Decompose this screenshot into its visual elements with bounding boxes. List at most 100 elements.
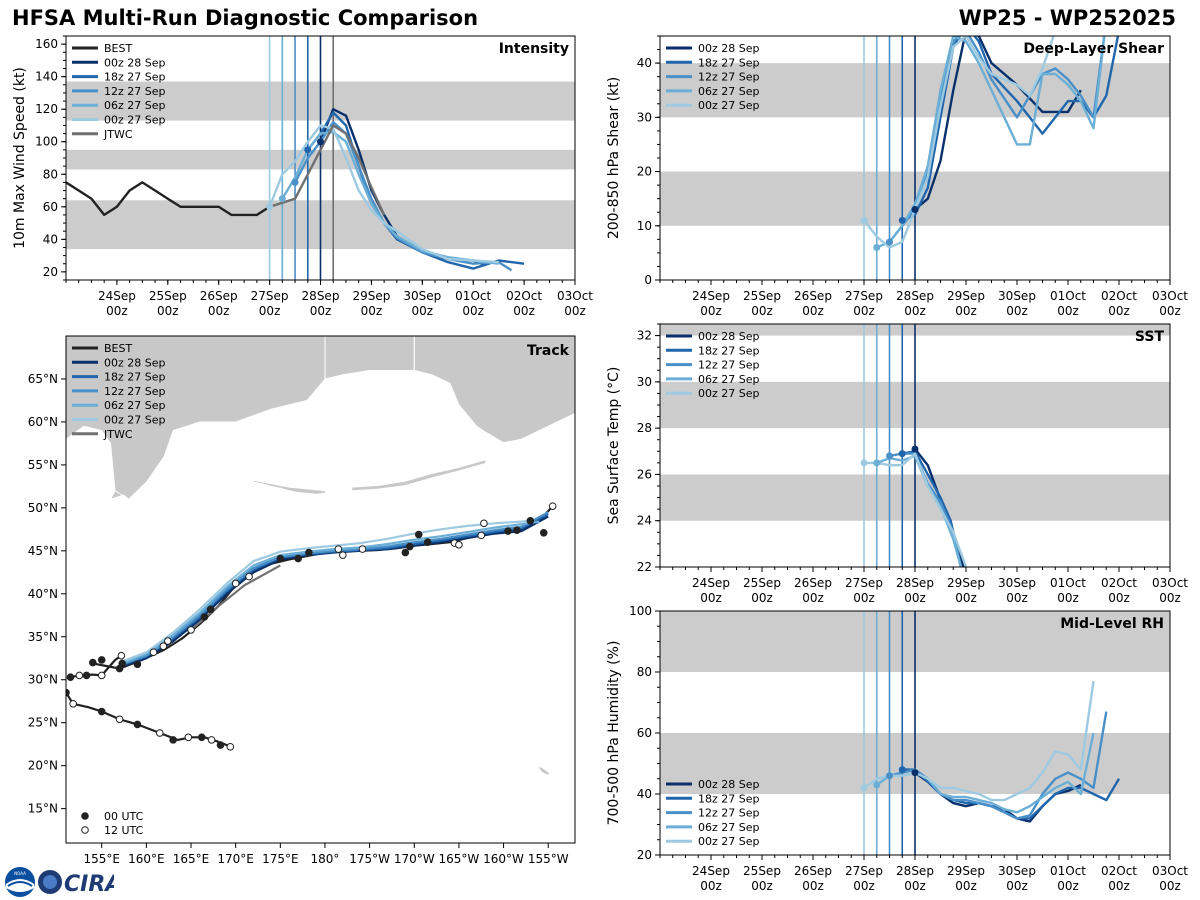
- agency-logos: NOAA CIRA: [5, 867, 114, 897]
- rh-panel-title: Mid-Level RH: [1060, 616, 1164, 632]
- shear-xtick-hour: 00z: [853, 304, 875, 318]
- track-point-00utc: [88, 658, 97, 667]
- track-frame: [65, 335, 576, 844]
- track-lon-label: 160°E: [128, 852, 165, 866]
- rh-xtick-date: 03Oct: [1152, 864, 1188, 878]
- sst-xtick-hour: 00z: [1006, 591, 1028, 605]
- track-legend-label: 06z 27 Sep: [104, 399, 166, 412]
- aleutian-islands-east: [351, 459, 487, 492]
- shear-legend-label: 18z 27 Sep: [698, 56, 760, 69]
- track-lon-label: 175°E: [262, 852, 299, 866]
- track-point-12utc: [339, 551, 347, 559]
- track-point-12utc: [455, 541, 463, 549]
- shear-panel-title: Deep-Layer Shear: [1023, 41, 1164, 57]
- track-point-12utc: [358, 545, 367, 553]
- sst-xtick-hour: 00z: [1159, 591, 1181, 605]
- track-lat-label: 25°N: [28, 716, 58, 730]
- track-point-00utc: [423, 538, 432, 547]
- track-line-00z-27-sep-7: [119, 519, 531, 664]
- shear-xtick-hour: 00z: [751, 304, 773, 318]
- track-point-00utc: [133, 660, 142, 669]
- cira-logo: CIRA: [38, 870, 114, 897]
- intensity-xtick-hour: 00z: [157, 304, 179, 318]
- alaska-landmass: [413, 336, 575, 444]
- shear-ytick-label: 40: [637, 56, 652, 70]
- utc-legend-marker-00: [81, 812, 89, 820]
- rh-xtick-date: 29Sep: [947, 864, 985, 878]
- sst-xtick-hour: 00z: [700, 591, 722, 605]
- sst-ytick-label: 32: [637, 329, 652, 343]
- sst-legend-label: 06z 27 Sep: [698, 373, 760, 386]
- sst-legend-label: 00z 28 Sep: [698, 330, 760, 343]
- rh-start-marker-00z-28-sep: [911, 769, 919, 777]
- intensity-xtick-date: 24Sep: [98, 289, 136, 303]
- track-point-00utc: [133, 720, 142, 729]
- track-lon-label: 160°W: [483, 852, 524, 866]
- intensity-xtick-date: 27Sep: [251, 289, 289, 303]
- rh-xtick-hour: 00z: [1108, 879, 1130, 893]
- figure-title: HFSA Multi-Run Diagnostic Comparison: [12, 6, 479, 30]
- shear-xtick-date: 30Sep: [998, 289, 1036, 303]
- sst-series-00z-27-sep: [864, 452, 968, 567]
- track-legend-label: 00z 27 Sep: [104, 414, 166, 427]
- track-map-area: [66, 336, 575, 843]
- shear-ytick-label: 20: [637, 165, 652, 179]
- intensity-xtick-hour: 00z: [462, 304, 484, 318]
- track-point-00utc: [216, 741, 225, 749]
- hawaii-island: [538, 764, 551, 776]
- track-point-00utc: [513, 526, 521, 535]
- sst-plot-area: [660, 324, 1170, 567]
- track-lat-label: 20°N: [28, 759, 58, 773]
- rh-ytick-label: 80: [637, 665, 652, 679]
- shear-xtick-hour: 00z: [955, 304, 977, 318]
- shear-legend-label: 00z 28 Sep: [698, 42, 760, 55]
- intensity-ytick-label: 100: [35, 135, 58, 149]
- rh-xtick-hour: 00z: [700, 879, 722, 893]
- rh-legend-label: 06z 27 Sep: [698, 821, 760, 834]
- rh-xtick-hour: 00z: [802, 879, 824, 893]
- rh-xtick-date: 26Sep: [794, 864, 832, 878]
- siberia-landmass: [66, 336, 415, 500]
- intensity-xtick-hour: 00z: [310, 304, 332, 318]
- intensity-series-12z-27-sep: [294, 120, 513, 272]
- intensity-series-best: [66, 181, 271, 217]
- shear-xtick-date: 03Oct: [1152, 289, 1188, 303]
- intensity-series-jtwc: [269, 124, 386, 216]
- intensity-legend-label: 00z 27 Sep: [104, 114, 166, 127]
- rh-legend-label: 18z 27 Sep: [698, 792, 760, 805]
- utc-legend-marker-12: [81, 826, 89, 834]
- track-point-00utc: [97, 656, 106, 664]
- sst-legend-label: 00z 27 Sep: [698, 387, 760, 400]
- shear-xtick-date: 29Sep: [947, 289, 985, 303]
- sst-xtick-hour: 00z: [751, 591, 773, 605]
- track-point-12utc: [117, 651, 126, 660]
- rh-ytick-label: 60: [637, 726, 652, 740]
- sst-ytick-label: 22: [637, 560, 652, 574]
- intensity-xtick-date: 29Sep: [352, 289, 390, 303]
- rh-start-marker-00z-27-sep: [860, 784, 868, 792]
- sst-start-marker-00z-27-sep: [860, 459, 868, 467]
- intensity-panel-title: Intensity: [499, 41, 569, 57]
- shear-xtick-hour: 00z: [1108, 304, 1130, 318]
- shear-start-marker-18z-27-sep: [898, 216, 906, 224]
- sst-panel: 22242628303224Sep00z25Sep00z26Sep00z27Se…: [606, 323, 1188, 605]
- intensity-legend-label: 18z 27 Sep: [104, 71, 166, 84]
- rh-xtick-hour: 00z: [751, 879, 773, 893]
- rh-xtick-date: 24Sep: [692, 864, 730, 878]
- shear-xtick-date: 27Sep: [845, 289, 883, 303]
- intensity-legend-label: 06z 27 Sep: [104, 99, 166, 112]
- rh-series-00z-27-sep: [863, 680, 1095, 802]
- shear-start-marker-00z-28-sep: [911, 206, 919, 214]
- intensity-xtick-date: 02Oct: [506, 289, 542, 303]
- sst-xtick-date: 24Sep: [692, 576, 730, 590]
- intensity-xtick-date: 01Oct: [455, 289, 491, 303]
- track-point-00utc: [305, 548, 313, 557]
- shear-xtick-date: 02Oct: [1101, 289, 1137, 303]
- track-point-12utc: [226, 742, 235, 751]
- track-point-00utc: [169, 736, 177, 744]
- sst-xtick-hour: 00z: [802, 591, 824, 605]
- track-lat-label: 55°N: [28, 458, 58, 472]
- intensity-ytick-label: 40: [43, 232, 58, 246]
- intensity-ytick-label: 60: [43, 200, 58, 214]
